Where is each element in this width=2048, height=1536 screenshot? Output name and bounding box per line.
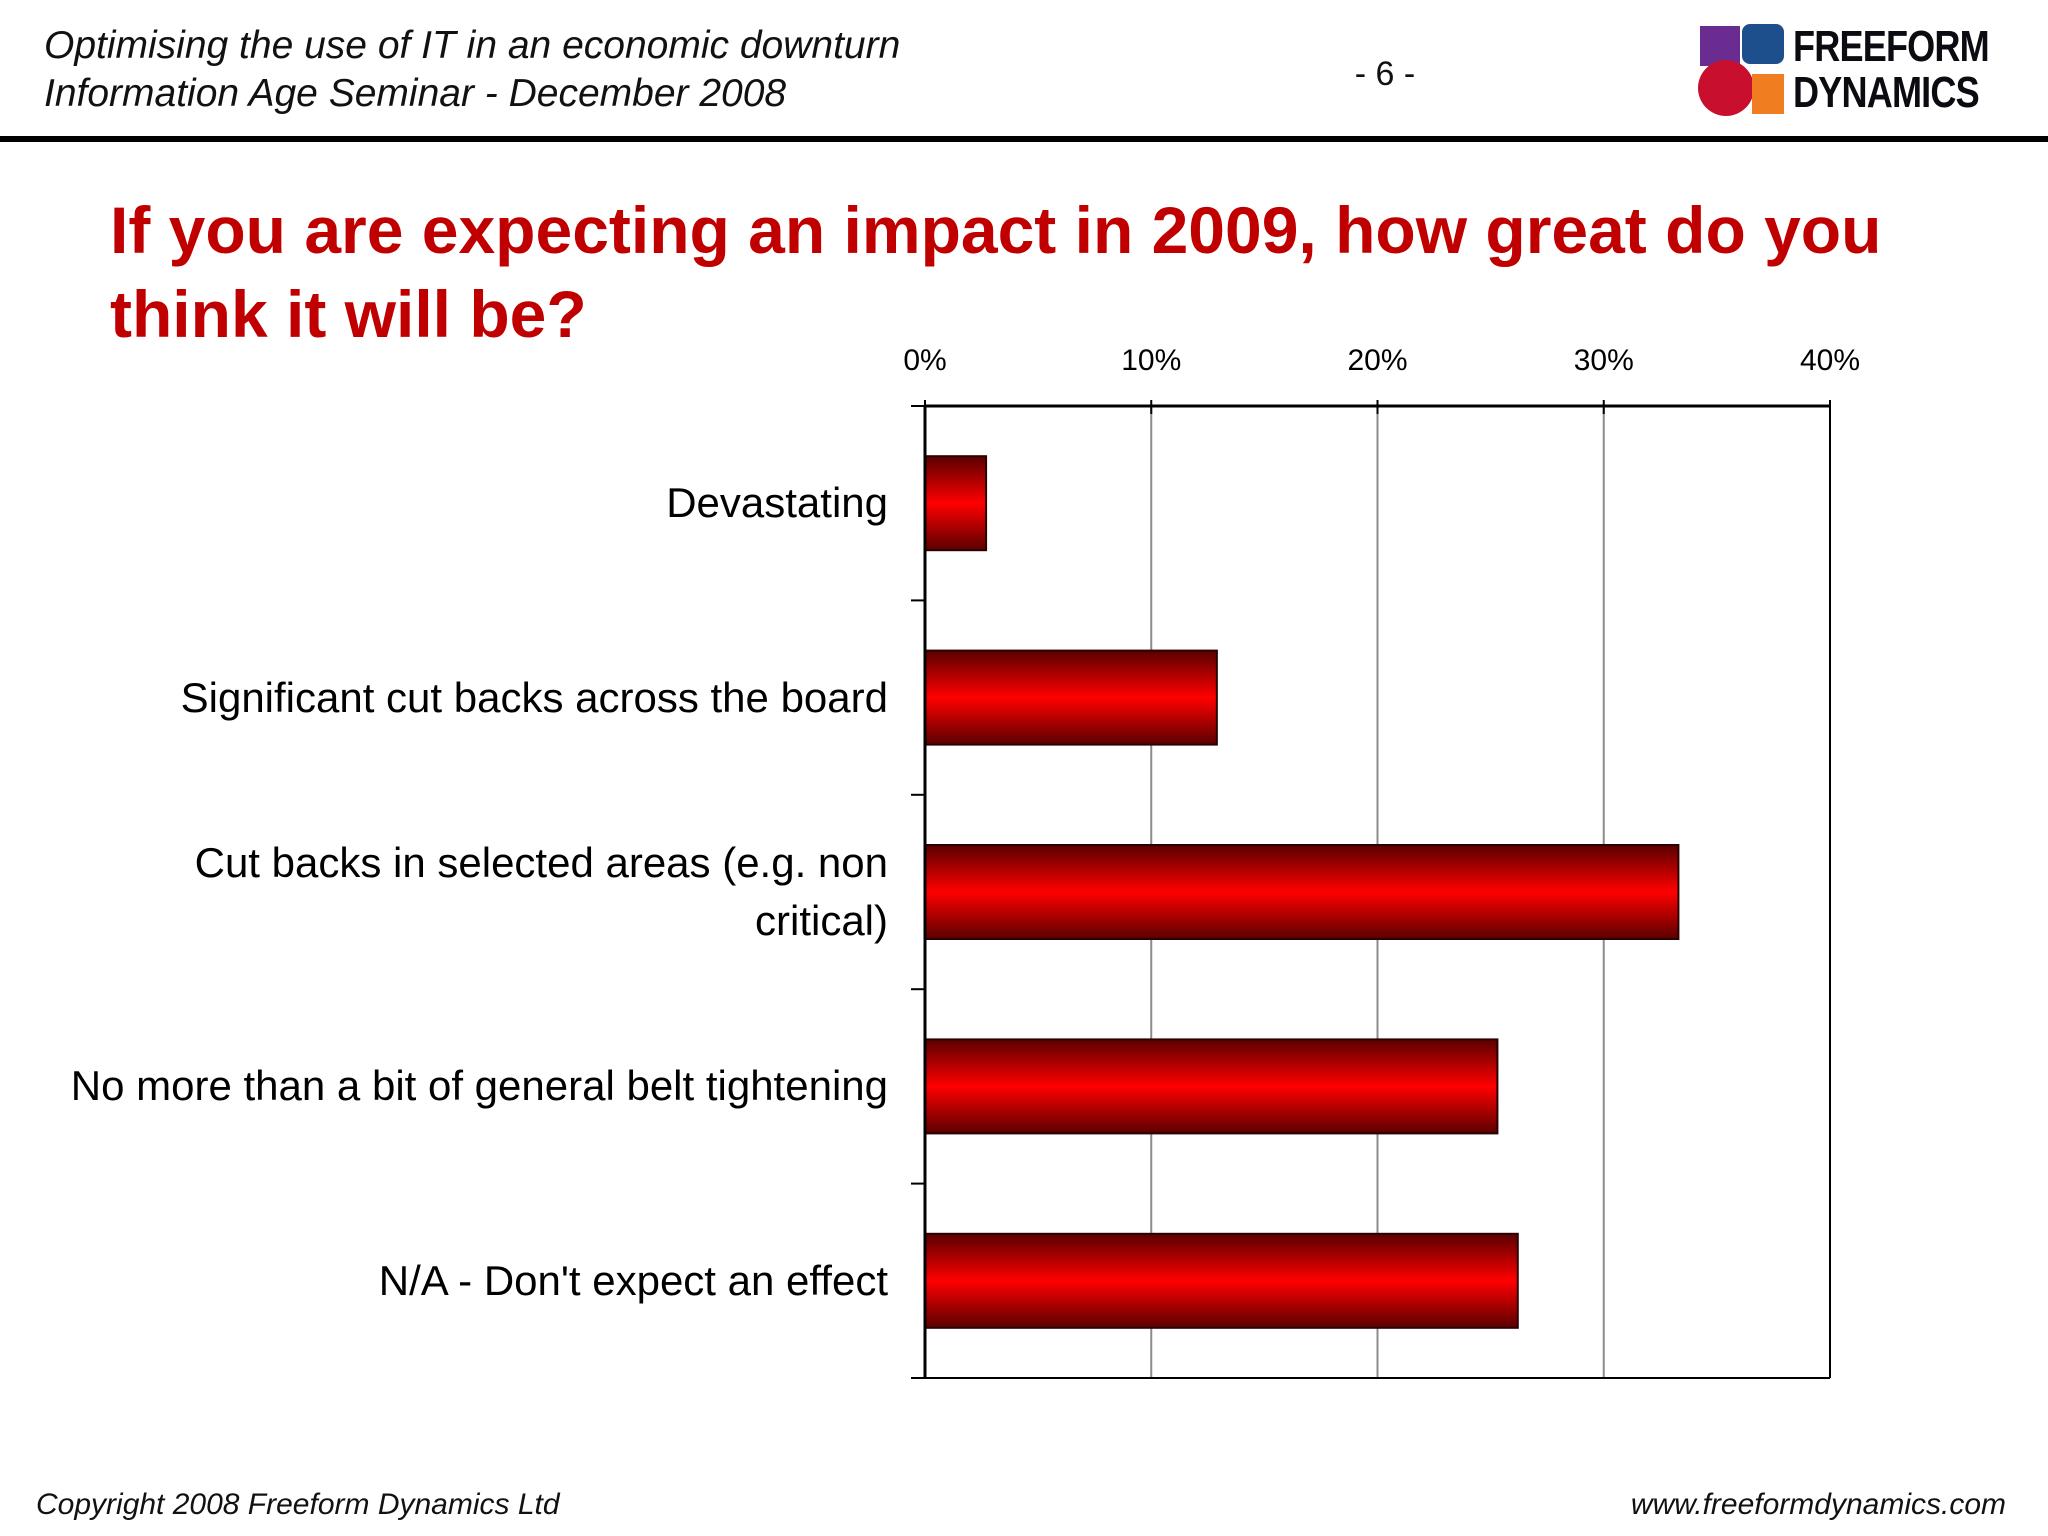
logo-text-freeform: FREEFORM [1793, 22, 1990, 71]
chart-title: If you are expecting an impact in 2009, … [110, 193, 1882, 351]
bar [924, 844, 1680, 940]
logo-mark-icon [1698, 24, 1784, 116]
category-label: Cut backs in selected areas (e.g. non cr… [194, 839, 888, 944]
bar [924, 1232, 1519, 1329]
footer-copyright: Copyright 2008 Freeform Dynamics Ltd [36, 1488, 560, 1521]
logo-blue-square [1742, 24, 1784, 64]
x-tick-label: 30% [1574, 344, 1634, 377]
category-label: Significant cut backs across the board [180, 673, 888, 721]
category-label: Devastating [666, 479, 888, 527]
logo-text-dynamics: DYNAMICS [1793, 68, 1980, 117]
x-tick-label: 10% [1121, 344, 1181, 377]
category-label: No more than a bit of general belt tight… [70, 1062, 888, 1110]
footer-url: www.freeformdynamics.com [1630, 1488, 2006, 1521]
page-number: - 6 - [1354, 55, 1416, 93]
logo-red-circle [1698, 60, 1754, 116]
x-tick-label: 0% [903, 344, 946, 377]
header-divider [0, 136, 2048, 142]
bar [924, 1038, 1499, 1135]
freeform-dynamics-logo: FREEFORM DYNAMICS [1698, 22, 2002, 118]
bar [924, 649, 1218, 746]
header-title: Optimising the use of IT in an economic … [44, 24, 901, 67]
logo-purple-square [1700, 26, 1740, 66]
header-subtitle: Information Age Seminar - December 2008 [44, 72, 787, 115]
logo-orange-square [1752, 74, 1784, 114]
category-label: N/A - Don't expect an effect [378, 1256, 888, 1304]
bar [924, 455, 988, 552]
x-tick-label: 20% [1347, 344, 1407, 377]
x-tick-label: 40% [1800, 344, 1860, 377]
